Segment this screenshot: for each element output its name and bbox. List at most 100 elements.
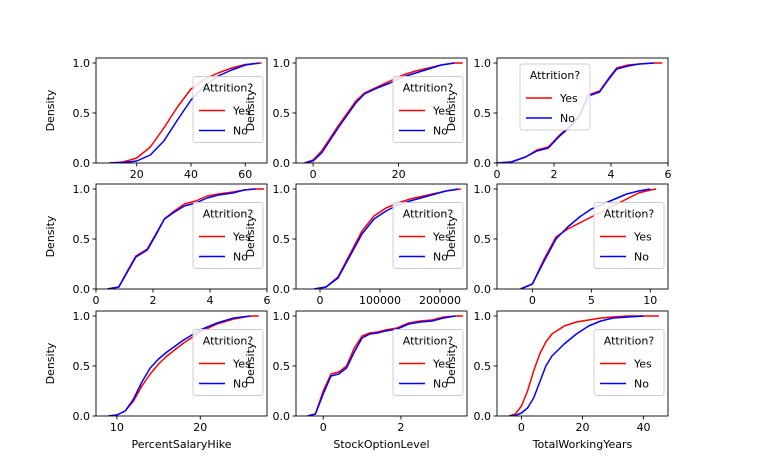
legend-frame: [593, 202, 665, 269]
series-line-yes: [508, 315, 659, 416]
subplot-5: 0.00.51.00 100000 200000DensityAttrition?Y…: [244, 183, 468, 307]
x-tick-label: 6: [264, 294, 271, 307]
y-axis-label: Density: [44, 89, 57, 131]
legend-frame: [192, 76, 264, 143]
x-tick-label: 20: [130, 168, 144, 181]
x-tick-label: 4: [207, 294, 214, 307]
legend: Attrition? Yes No: [392, 76, 464, 143]
series-line-yes: [109, 62, 262, 163]
legend-entry-no: No: [560, 112, 575, 125]
x-tick-label: 40: [184, 168, 198, 181]
legend-frame: [519, 63, 591, 131]
y-axis-label: Density: [445, 215, 458, 257]
y-tick-label: 1.0: [273, 310, 291, 323]
subplot-8: 0.0 0.5 1.0 0 2 Density StockOptionLevel Attrit…: [244, 310, 468, 451]
legend-title: Attrition?: [403, 208, 454, 221]
legend-title: Attrition?: [604, 208, 655, 221]
subplot-3: 0.0 0.5 1.0 0 2 4 6 Density Attrition? Yes No: [445, 57, 672, 181]
y-tick-label: 0.0: [73, 157, 91, 170]
y-tick-label: 0.0: [73, 410, 91, 423]
x-axis-label: TotalWorkingYears: [532, 438, 633, 451]
legend-frame: [392, 202, 464, 269]
legend-entry-yes: Yes: [232, 231, 251, 244]
x-tick-label: 40: [637, 421, 651, 434]
y-tick-label: 0.0: [474, 283, 492, 296]
x-tick-label: 5: [588, 294, 595, 307]
plot-frame: [496, 57, 669, 164]
legend: Attrition? Yes No: [392, 329, 464, 396]
y-tick-label: 0.5: [474, 360, 492, 373]
series-line-no: [107, 188, 256, 289]
y-axis-label: Density: [445, 342, 458, 384]
legend-entry-no: No: [233, 125, 248, 138]
y-tick-label: 0.5: [474, 233, 492, 246]
y-tick-label: 0.0: [474, 410, 492, 423]
legend-entry-no: No: [433, 378, 448, 391]
plot-frame: [295, 183, 468, 290]
legend-title: Attrition?: [203, 82, 254, 95]
legend-entry-yes: Yes: [232, 105, 251, 118]
y-tick-label: 0.5: [73, 360, 91, 373]
legend-frame: [593, 329, 665, 396]
series-line-no: [109, 62, 259, 163]
y-tick-label: 0.0: [273, 157, 291, 170]
plot-frame: [295, 310, 468, 417]
legend-entry-no: No: [634, 251, 649, 264]
y-tick-label: 1.0: [474, 183, 492, 196]
y-tick-label: 0.5: [474, 107, 492, 120]
series-line-no: [307, 315, 456, 416]
x-tick-label: 0: [310, 168, 317, 181]
x-tick-label: 20: [392, 168, 406, 181]
x-tick-label: 0: [320, 421, 327, 434]
legend: Attrition? Yes No: [192, 76, 264, 143]
x-tick-label: 60: [238, 168, 252, 181]
x-tick-label: 6: [665, 168, 672, 181]
x-tick-label: 0: [93, 294, 100, 307]
y-axis-label: Density: [44, 215, 57, 257]
y-tick-label: 1.0: [73, 183, 91, 196]
y-tick-label: 1.0: [474, 57, 492, 70]
x-axis-label: StockOptionLevel: [333, 438, 429, 451]
legend-frame: [192, 202, 264, 269]
plot-frame: [95, 183, 268, 290]
legend-entry-yes: Yes: [432, 105, 451, 118]
legend-title: Attrition?: [403, 335, 454, 348]
series-line-no: [509, 315, 644, 416]
y-tick-label: 1.0: [273, 183, 291, 196]
x-tick-label: 0: [518, 421, 525, 434]
series-line-yes: [520, 188, 657, 289]
subplot-7: 0.0 0.5 1.0 10 20 Density PercentSalaryHike Att…: [44, 310, 268, 451]
series-line-no: [304, 62, 455, 163]
legend-title: Attrition?: [604, 335, 655, 348]
legend-title: Attrition?: [403, 82, 454, 95]
x-tick-label: 20: [576, 421, 590, 434]
series-line-no: [520, 188, 651, 289]
y-tick-label: 1.0: [273, 57, 291, 70]
legend-entry-yes: Yes: [432, 231, 451, 244]
y-tick-label: 0.5: [273, 233, 291, 246]
legend-entry-no: No: [233, 378, 248, 391]
x-tick-label: 0: [317, 294, 324, 307]
x-tick-label: 0: [494, 168, 501, 181]
legend: Attrition? Yes No: [192, 329, 264, 396]
plot-frame: [295, 57, 468, 164]
plot-frame: [95, 310, 268, 417]
y-tick-label: 0.5: [73, 233, 91, 246]
y-tick-label: 0.0: [273, 410, 291, 423]
legend-entry-no: No: [233, 251, 248, 264]
x-tick-label: 4: [608, 168, 615, 181]
legend: Attrition? Yes No: [593, 329, 665, 396]
y-axis-label: Density: [445, 89, 458, 131]
legend-entry-no: No: [634, 378, 649, 391]
legend-frame: [392, 76, 464, 143]
y-tick-label: 1.0: [73, 310, 91, 323]
legend-entry-yes: Yes: [633, 231, 652, 244]
plot-frame: [496, 183, 669, 290]
legend: Attrition? Yes No: [192, 202, 264, 269]
x-axis-label: PercentSalaryHike: [131, 438, 231, 451]
y-tick-label: 0.5: [273, 107, 291, 120]
legend-entry-yes: Yes: [432, 358, 451, 371]
